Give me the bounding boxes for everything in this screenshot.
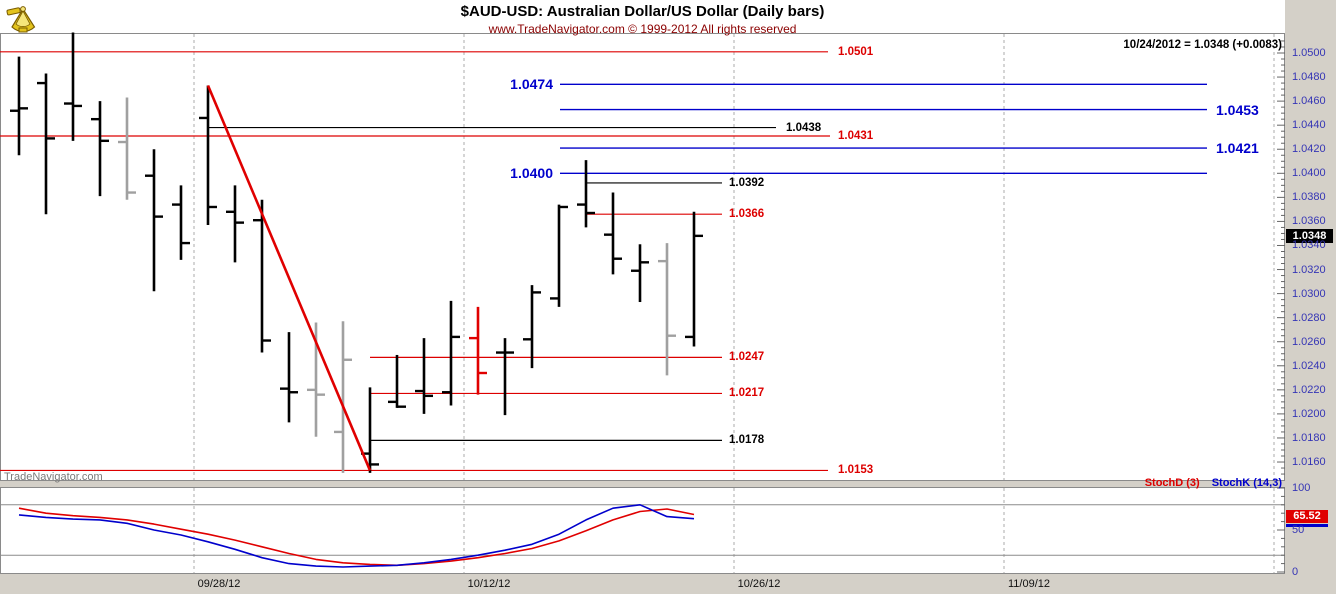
main-chart-panel[interactable] (0, 33, 1285, 481)
stoch-series-stochd (18, 507, 695, 567)
stoch-series-stochk (18, 503, 695, 568)
trendline (206, 84, 372, 471)
title-area (0, 0, 1285, 33)
stochastic-panel[interactable] (0, 487, 1285, 574)
